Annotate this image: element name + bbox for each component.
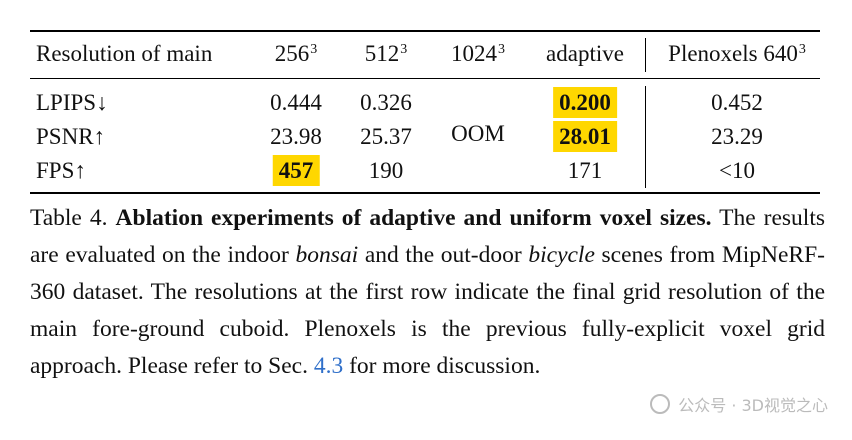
row-label-psnr: PSNR↑: [36, 124, 106, 149]
table-cell: 23.98: [270, 124, 322, 149]
table-cell: 0.326: [360, 90, 412, 115]
table-cell: <10: [719, 158, 755, 183]
table-header-rule: [30, 78, 820, 79]
header-col-512: 5123: [364, 41, 408, 66]
table-caption: Table 4. Ablation experiments of adaptiv…: [30, 205, 826, 379]
table-cell-best: 28.01: [553, 121, 617, 152]
watermark: 公众号 · 3D视觉之心: [650, 392, 828, 416]
table-bottom-rule: [30, 192, 820, 194]
table-cell: 23.29: [711, 124, 763, 149]
wechat-icon: [650, 394, 671, 414]
row-label-fps: FPS↑: [36, 158, 86, 183]
table-cell-best: 0.200: [553, 87, 617, 118]
table-cell: 25.37: [360, 124, 412, 149]
table-cell-best: 457: [272, 155, 320, 186]
header-col-adaptive: adaptive: [546, 41, 624, 66]
table-cell: 0.452: [711, 90, 763, 115]
header-col-plenoxels: Plenoxels 6403: [668, 41, 806, 66]
header-col-256: 2563: [274, 41, 318, 66]
table-vertical-divider: [645, 86, 646, 188]
section-link[interactable]: 4.3: [313, 353, 344, 379]
table-cell: 190: [368, 158, 404, 183]
row-label-lpips: LPIPS↓: [36, 90, 108, 115]
header-label: Resolution of main: [36, 41, 213, 66]
header-col-1024: 10243: [451, 41, 505, 66]
table-top-rule: [30, 30, 820, 32]
table-cell: 171: [567, 158, 603, 183]
table-vertical-divider: [645, 38, 646, 72]
table-cell: 0.444: [270, 90, 322, 115]
oom-cell: OOM: [451, 121, 505, 146]
